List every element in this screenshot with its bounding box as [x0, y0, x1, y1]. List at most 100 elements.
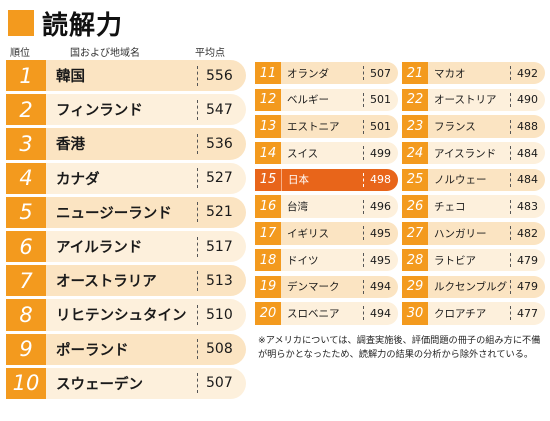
country-name: ニュージーランド [56, 205, 172, 222]
rank-number: 10 [6, 367, 46, 399]
rank-number: 4 [6, 162, 46, 194]
country-name: リヒテンシュタイン [56, 308, 187, 325]
column-headers: 順位 国および地域名 平均点 [0, 44, 250, 59]
table-row: 28 ラトビア 479 [402, 248, 545, 272]
column-header-country: 国および地域名 [70, 48, 140, 59]
average-score: 484 [517, 146, 538, 160]
rank-number: 25 [402, 168, 428, 192]
dashed-divider [197, 202, 198, 223]
dashed-divider [510, 66, 511, 81]
rank-number: 12 [255, 88, 281, 112]
average-score: 501 [370, 120, 391, 134]
table-row: 26 チェコ 483 [402, 195, 545, 218]
country-name: スウェーデン [56, 376, 143, 393]
average-score: 479 [517, 253, 538, 267]
average-score: 495 [370, 253, 391, 267]
rank-number: 23 [402, 115, 428, 138]
rank-number: 1 [6, 60, 46, 92]
country-name: ラトビア [434, 254, 476, 267]
table-row: 9 ポーランド 508 [6, 333, 246, 365]
country-name: アイルランド [56, 240, 143, 257]
dashed-divider [197, 65, 198, 86]
rank-number: 21 [402, 62, 428, 85]
table-row-japan-highlight: 15 日本 498 [255, 168, 398, 192]
average-score: 517 [206, 238, 233, 255]
country-name: ベルギー [287, 94, 329, 107]
country-name: 韓国 [56, 69, 85, 86]
average-score: 521 [206, 204, 233, 221]
dashed-divider [510, 146, 511, 161]
table-row: 27 ハンガリー 482 [402, 222, 545, 245]
rank-number: 8 [6, 299, 46, 331]
table-row: 21 マカオ 492 [402, 62, 545, 85]
table-row: 4 カナダ 527 [6, 162, 246, 194]
table-row: 17 イギリス 495 [255, 222, 398, 245]
orange-square-icon [8, 10, 34, 36]
dashed-divider [197, 133, 198, 154]
table-row: 23 フランス 488 [402, 115, 545, 138]
table-row: 3 香港 536 [6, 128, 246, 160]
rank-number: 3 [6, 128, 46, 160]
rank-number: 26 [402, 195, 428, 218]
dashed-divider [510, 92, 511, 107]
rank-number: 22 [402, 88, 428, 112]
rank-number: 6 [6, 230, 46, 263]
average-score: 508 [206, 341, 233, 358]
ranks-11-20-table: 11 オランダ 507 12 ベルギー 501 13 エストニア 501 14 … [255, 62, 398, 329]
rank-number: 28 [402, 248, 428, 272]
dashed-divider [363, 279, 364, 294]
average-score: 490 [517, 93, 538, 107]
country-name: オーストリア [434, 94, 497, 107]
rank-number: 16 [255, 195, 281, 218]
rank-number: 24 [402, 142, 428, 165]
rank-number: 5 [6, 196, 46, 228]
ranks-21-30-table: 21 マカオ 492 22 オーストリア 490 23 フランス 488 24 … [402, 62, 545, 329]
average-score: 556 [206, 67, 233, 84]
table-row: 24 アイスランド 484 [402, 142, 545, 165]
table-row: 13 エストニア 501 [255, 115, 398, 138]
average-score: 496 [370, 200, 391, 214]
rank-number: 9 [6, 333, 46, 365]
table-row: 18 ドイツ 495 [255, 248, 398, 272]
top10-table: 1 韓国 556 2 フィンランド 547 3 香港 536 4 カナダ 527… [6, 60, 246, 402]
dashed-divider [197, 168, 198, 189]
rank-number: 19 [255, 275, 281, 298]
country-name: アイスランド [434, 147, 497, 160]
dashed-divider [197, 304, 198, 325]
country-name: ポーランド [56, 342, 129, 359]
table-row: 20 スロベニア 494 [255, 302, 398, 325]
average-score: 507 [206, 375, 233, 392]
average-score: 536 [206, 135, 233, 152]
country-name: フィンランド [56, 103, 143, 120]
dashed-divider [510, 172, 511, 187]
average-score: 477 [517, 306, 538, 320]
rank-number: 14 [255, 142, 281, 165]
dashed-divider [197, 373, 198, 394]
rank-number: 29 [402, 275, 428, 298]
average-score: 501 [370, 93, 391, 107]
country-name: ルクセンブルグ [434, 281, 508, 294]
country-name: ノルウェー [434, 174, 487, 187]
rank-number: 13 [255, 115, 281, 138]
page-header: 読解力 [8, 6, 124, 41]
table-row: 22 オーストリア 490 [402, 88, 545, 112]
table-row: 6 アイルランド 517 [6, 230, 246, 263]
country-name: 日本 [288, 174, 309, 187]
dashed-divider [510, 226, 511, 241]
average-score: 482 [517, 226, 538, 240]
table-row: 14 スイス 499 [255, 142, 398, 165]
table-row: 11 オランダ 507 [255, 62, 398, 85]
average-score: 498 [370, 173, 391, 187]
table-row: 29 ルクセンブルグ 479 [402, 275, 545, 298]
rank-number: 18 [255, 248, 281, 272]
dashed-divider [197, 270, 198, 291]
dashed-divider [363, 66, 364, 81]
page-title: 読解力 [42, 10, 124, 41]
rank-number: 20 [255, 302, 281, 325]
rank-number: 17 [255, 222, 281, 245]
average-score: 527 [206, 170, 233, 187]
average-score: 495 [370, 226, 391, 240]
country-name: クロアチア [434, 307, 487, 320]
dashed-divider [510, 279, 511, 294]
average-score: 510 [206, 306, 233, 323]
